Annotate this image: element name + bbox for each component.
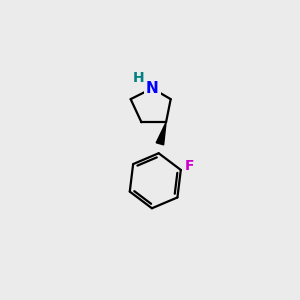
Text: H: H [133,70,144,85]
Text: N: N [146,81,159,96]
Polygon shape [156,122,166,145]
Text: F: F [184,159,194,173]
